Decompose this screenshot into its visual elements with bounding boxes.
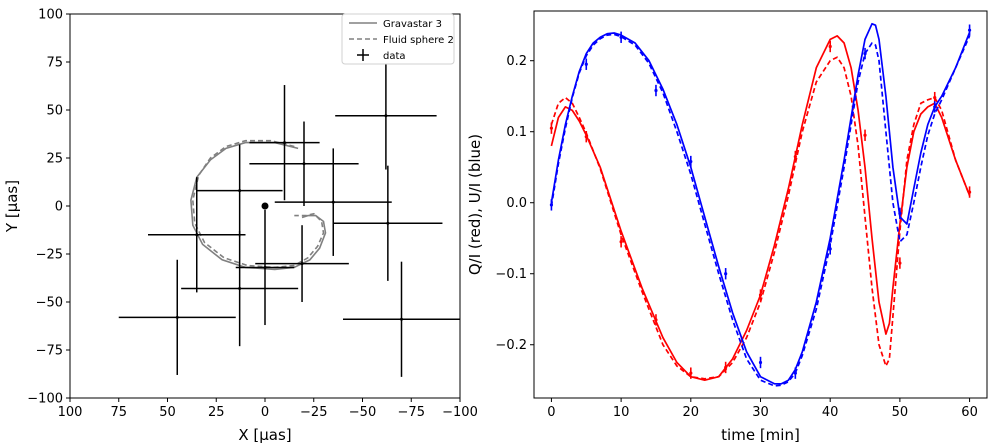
x-tick-label: 40	[822, 405, 839, 420]
data-point	[724, 272, 728, 276]
x-tick-label: 0	[261, 405, 269, 420]
series-line	[550, 35, 971, 382]
data-point	[175, 315, 179, 319]
left-y-ticks: 100 75 50 25 0 −25 −50 −75 −100	[27, 8, 70, 407]
data-point	[384, 114, 388, 118]
y-tick-label: −0.1	[495, 267, 527, 282]
right-y-axis-label: Q/I (red), U/I (blue)	[466, 134, 484, 275]
data-point	[793, 154, 797, 159]
x-tick-label: 10	[613, 405, 630, 420]
x-tick-label: 0	[547, 405, 555, 420]
data-point	[195, 233, 199, 237]
right-panel: 0 10 20 30 40 50 60 0.2 0.1 0.0 −0.1 −0.2 time [mi…	[466, 10, 988, 444]
y-tick-label: 50	[46, 104, 63, 119]
x-tick-label: 60	[961, 405, 978, 420]
left-panel: 100 75 50 25 0 −25 −50 −75 −100 100 75 50 25 0 −25 −50…	[3, 8, 478, 445]
right-y-ticks: 0.2 0.1 0.0 −0.1 −0.2	[495, 54, 534, 353]
data-point	[584, 135, 588, 139]
x-tick-label: −75	[398, 405, 425, 420]
data-point	[263, 265, 267, 269]
data-point	[283, 141, 286, 145]
data-point	[863, 133, 867, 137]
legend-box	[341, 13, 455, 65]
data-point	[619, 240, 623, 244]
data-point	[967, 28, 972, 32]
data-point	[793, 371, 797, 375]
x-tick-label: 25	[208, 405, 225, 420]
y-tick-label: 75	[46, 56, 63, 71]
x-tick-label: −50	[349, 405, 376, 420]
left-x-ticks: 100 75 50 25 0 −25 −50 −75 −100	[58, 398, 478, 420]
data-point	[386, 221, 390, 225]
data-point	[933, 96, 937, 100]
gravastar-curve	[190, 141, 327, 271]
x-tick-label: 30	[752, 405, 769, 420]
right-plot-frame	[533, 10, 988, 399]
x-tick-label: 50	[159, 405, 176, 420]
right-x-ticks: 0 10 20 30 40 50 60	[547, 398, 978, 420]
data-point	[654, 88, 658, 93]
left-x-axis-label: X [μas]	[238, 426, 291, 444]
y-tick-label: −75	[36, 344, 63, 359]
series-line	[550, 22, 971, 385]
right-x-axis-label: time [min]	[721, 426, 800, 444]
data-point	[238, 287, 242, 291]
data-point	[689, 371, 693, 375]
data-point	[302, 162, 306, 166]
data-point	[654, 318, 658, 322]
y-tick-label: 0.2	[506, 54, 527, 69]
data-point	[898, 261, 902, 265]
data-point	[300, 262, 304, 266]
x-tick-label: −100	[442, 405, 478, 420]
y-tick-label: −100	[27, 392, 63, 407]
data-point	[584, 62, 588, 66]
left-model-curves	[190, 139, 327, 271]
data-point	[549, 203, 554, 207]
series-line	[550, 33, 971, 387]
x-tick-label: −25	[300, 405, 327, 420]
y-tick-label: −25	[36, 248, 63, 263]
y-tick-label: −0.2	[495, 338, 527, 353]
data-point	[967, 190, 972, 194]
y-tick-label: 0.0	[506, 196, 527, 211]
left-y-axis-label: Y [μas]	[3, 180, 21, 233]
x-tick-label: 20	[683, 405, 700, 420]
x-tick-label: 100	[58, 405, 83, 420]
data-point	[400, 317, 403, 321]
y-tick-label: 0	[55, 200, 63, 215]
y-tick-label: 25	[46, 152, 63, 167]
data-point	[828, 44, 832, 49]
legend-label-gravastar: Gravastar 3	[383, 19, 442, 30]
x-tick-label: 50	[892, 405, 909, 420]
legend-label-data: data	[383, 51, 406, 62]
left-data-points	[118, 62, 460, 377]
y-tick-label: 0.1	[506, 125, 527, 140]
fluid-sphere-curve	[191, 139, 325, 269]
left-legend: Gravastar 3 Fluid sphere 2 data	[341, 13, 455, 65]
data-point	[238, 189, 242, 193]
data-point	[689, 159, 693, 164]
data-point	[863, 52, 867, 56]
legend-label-fluid-sphere: Fluid sphere 2	[383, 35, 454, 46]
data-point	[758, 360, 763, 365]
data-point	[724, 365, 728, 370]
data-point	[758, 293, 763, 297]
center-dot	[261, 202, 269, 210]
x-tick-label: 75	[110, 405, 127, 420]
series-line	[550, 56, 971, 380]
y-tick-label: 100	[38, 8, 63, 23]
data-point	[828, 247, 832, 251]
data-point	[898, 211, 902, 215]
data-point	[933, 105, 937, 109]
data-point	[619, 35, 623, 39]
data-point	[331, 200, 335, 204]
y-tick-label: −50	[36, 296, 63, 311]
right-model-lines	[550, 22, 971, 387]
right-data-points	[549, 24, 972, 379]
data-point	[549, 126, 554, 130]
